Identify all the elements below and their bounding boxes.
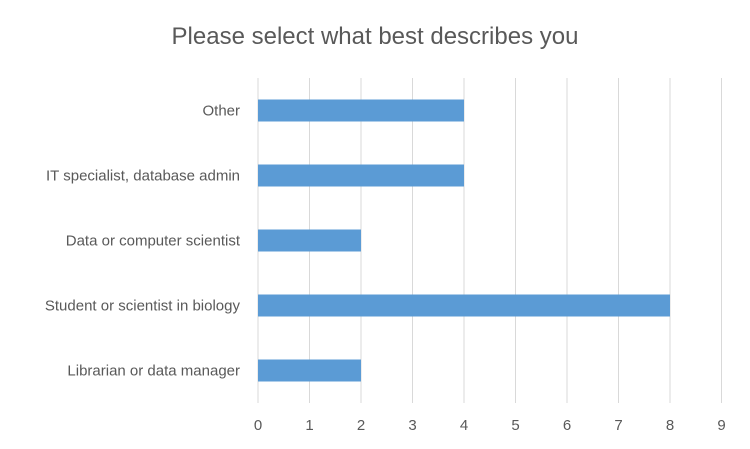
gridlines	[257, 78, 722, 403]
x-tick-label: 7	[614, 417, 622, 434]
bar	[258, 229, 361, 252]
category-label: IT specialist, database admin	[46, 168, 240, 185]
category-label: Other	[202, 103, 240, 120]
x-tick-label: 0	[254, 417, 262, 434]
category-label: Data or computer scientist	[66, 233, 241, 250]
category-label: Librarian or data manager	[67, 363, 240, 380]
bar	[258, 99, 464, 122]
bar	[258, 359, 361, 382]
x-axis-tick-labels: 0 1 2 3 4 5 6 7 8 9	[254, 417, 726, 434]
x-tick-label: 8	[666, 417, 674, 434]
x-tick-label: 6	[563, 417, 571, 434]
x-tick-label: 1	[305, 417, 313, 434]
bars	[258, 99, 670, 382]
bar	[258, 164, 464, 187]
x-tick-label: 3	[408, 417, 416, 434]
category-labels: Librarian or data manager Student or scie…	[45, 103, 241, 380]
x-tick-label: 5	[511, 417, 519, 434]
chart-title: Please select what best describes you	[172, 23, 579, 50]
x-tick-label: 2	[357, 417, 365, 434]
x-tick-label: 9	[717, 417, 725, 434]
x-tick-label: 4	[460, 417, 468, 434]
category-label: Student or scientist in biology	[45, 298, 241, 315]
bar	[258, 294, 670, 317]
